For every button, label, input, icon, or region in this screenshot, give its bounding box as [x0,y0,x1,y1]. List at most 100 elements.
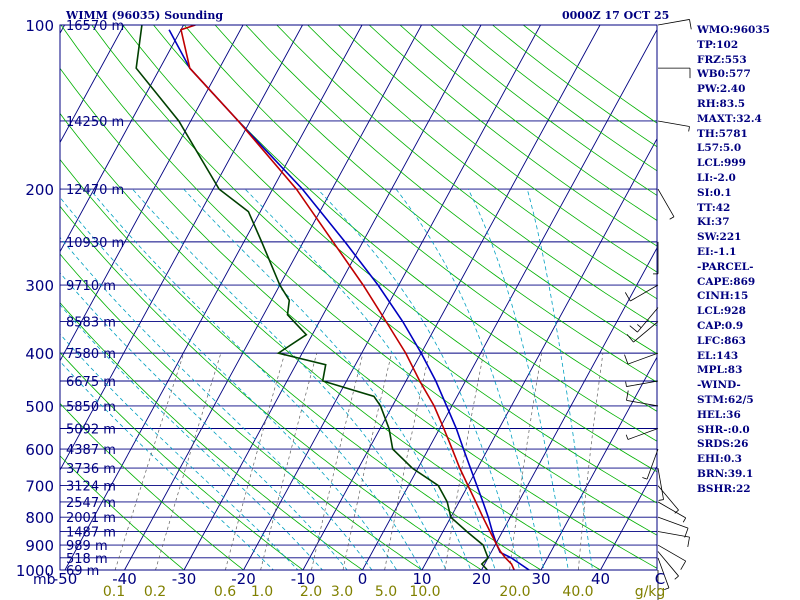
wind-barb-staff [633,321,659,343]
mixing-ratio-label: 0.2 [144,584,166,600]
wind-barb-flag [624,292,631,302]
pressure-label: 600 [25,441,54,459]
pressure-label: 700 [25,478,54,496]
dry-adiabat [276,25,657,327]
wind-barb [657,120,690,132]
moist-adiabat [60,272,348,570]
index-item: TT:42 [697,201,731,214]
wind-barb-staff [657,467,664,500]
wind-barb-staff [657,516,689,529]
wind-barb-staff [657,188,675,217]
isotherm [540,356,657,570]
temperature-trace [180,25,515,570]
index-item: SI:0.1 [697,186,732,199]
index-item: CAPE:869 [697,275,756,288]
dewpoint-trace [135,25,490,570]
height-label: 2001 m [66,511,116,526]
moist-adiabat [132,188,447,570]
mixing-ratio-line [114,352,185,570]
mixing-ratio-line [444,353,484,570]
wind-barb-flag [626,334,634,343]
mixing-ratio-label: 5.0 [375,584,397,600]
wind-barb-staff [657,551,679,577]
mixing-ratio-label: 0.6 [214,584,236,600]
wind-barb-staff [657,120,690,127]
wind-barb-flag [626,390,629,401]
wind-barb-staff [627,352,659,365]
dry-adiabat [60,402,245,570]
wind-barb-flag [684,527,689,538]
mixing-ratio-label: 1.0 [251,584,273,600]
mixing-ratio-line [311,353,364,570]
index-item: SW:221 [697,231,742,244]
mixing-ratio-label: 0.1 [103,584,125,600]
dry-adiabat [307,25,657,300]
wind-barb-staff [630,284,659,302]
height-label: 989 m [66,539,108,554]
isotherm [421,137,657,570]
index-item: LFC:863 [697,334,746,347]
wind-barb-flag [625,381,627,387]
height-label: 2547 m [66,496,116,511]
wind-barb [657,544,687,570]
index-item: WMO:96035 [697,24,770,36]
temperature-tick-label: 0 [358,570,368,588]
isotherm [60,25,303,471]
mixing-ratio-line [155,352,222,570]
index-item: EHI:0.3 [697,453,742,466]
pressure-label: 300 [25,277,54,295]
height-label: 16570 m [66,19,124,34]
dry-adiabat [60,67,657,569]
wind-barb-staff [657,501,686,519]
index-item: L57:5.0 [697,142,742,155]
moist-adiabat [60,360,274,570]
dry-adiabat [245,25,657,355]
height-label: 3736 m [66,462,116,477]
wind-barb-flag [637,324,642,328]
wind-barb-flag [674,575,679,580]
index-item: BRN:39.1 [697,467,754,480]
moist-adiabat [60,196,398,570]
wind-barb [642,448,659,480]
mixing-ratio-label: 20.0 [499,584,530,600]
moist-adiabat [395,188,545,570]
wind-barb-flag [642,477,648,480]
wind-barb [657,501,687,523]
index-item: PW:2.40 [697,83,746,96]
wind-barb [657,516,689,538]
wind-barb [624,284,659,302]
wind-barb-flag [629,325,638,333]
isotherm [60,25,244,362]
index-item: KI:37 [697,216,730,229]
wind-barb [658,67,691,79]
height-label: 10930 m [66,236,124,251]
wind-barb-staff [657,557,670,589]
wind-barb [657,557,670,591]
index-item: RH:83.5 [697,97,746,110]
wind-barb [625,428,659,440]
wind-barb-flag [689,19,692,30]
mixing-ratio-line [260,353,318,570]
height-label: 5850 m [66,400,116,415]
temperature-tick-label: 20 [472,570,491,588]
height-label: 6675 m [66,375,116,390]
dry-adiabat [91,25,657,504]
temperature-tick-label: -20 [231,570,256,588]
index-item: BSHR:22 [697,482,751,495]
wind-barb-staff [626,399,659,407]
dry-adiabat [60,253,423,570]
wind-barbs [624,19,692,600]
index-item: -PARCEL- [697,260,754,273]
wind-barb-staff [646,448,659,480]
height-label: 7580 m [66,347,116,362]
index-item: FRZ:553 [697,53,747,66]
height-label: 1487 m [66,526,116,541]
index-item: SRDS:26 [697,438,749,451]
mixing-ratio-line [225,353,286,570]
sounding-time: 0000Z 17 OCT 25 [562,9,670,22]
index-item: -WIND- [697,379,741,392]
wind-barb-staff [637,307,659,333]
dry-adiabat [60,158,542,570]
wind-barb [657,467,664,501]
